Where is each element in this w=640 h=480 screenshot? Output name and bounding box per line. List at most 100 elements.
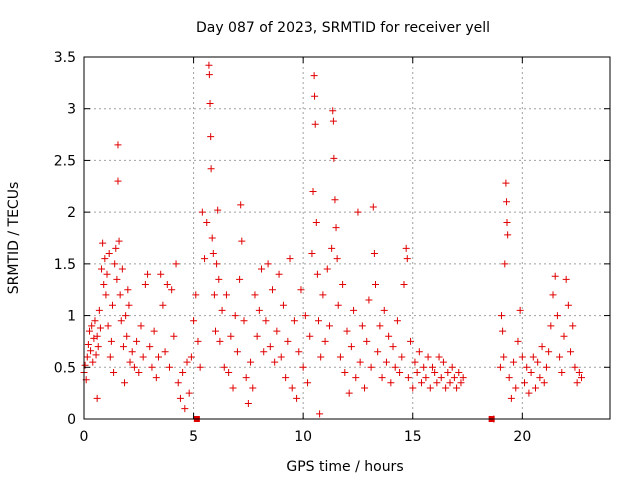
data-point (93, 394, 101, 402)
y-axis-label: SRMTID / TECUs (6, 182, 22, 295)
data-point (352, 374, 360, 382)
data-point (102, 291, 110, 299)
data-point (205, 71, 213, 79)
data-point (301, 312, 309, 320)
data-point (266, 343, 274, 351)
data-point (556, 353, 564, 361)
data-point (271, 358, 279, 366)
data-point (295, 348, 303, 356)
x-tick-label: 15 (404, 429, 422, 445)
data-point (374, 348, 382, 356)
y-tick-label: 2.5 (54, 153, 76, 169)
data-point (339, 281, 347, 289)
data-point (237, 201, 245, 209)
data-point (311, 120, 319, 128)
data-point (87, 347, 95, 355)
data-point (128, 348, 136, 356)
data-point (516, 306, 524, 314)
data-point (313, 270, 321, 278)
data-point (139, 353, 147, 361)
data-point (503, 198, 511, 206)
data-point (365, 296, 373, 304)
data-point (249, 384, 257, 392)
data-point (209, 250, 217, 258)
data-point (194, 337, 202, 345)
data-point (315, 317, 323, 325)
data-point (442, 384, 450, 392)
data-point (345, 389, 353, 397)
y-tick-label: 3.5 (54, 50, 76, 66)
data-point (422, 374, 430, 382)
data-point (319, 291, 327, 299)
data-point (330, 154, 338, 162)
data-point (110, 368, 118, 376)
data-point (121, 379, 129, 387)
data-point (347, 343, 355, 351)
data-point (157, 270, 165, 278)
plot-frame (83, 56, 611, 420)
data-point (370, 250, 378, 258)
data-point (501, 260, 509, 268)
data-point (426, 384, 434, 392)
data-point (311, 92, 319, 100)
data-point (424, 353, 432, 361)
data-point (124, 286, 132, 294)
data-point (93, 332, 101, 340)
data-point (148, 363, 156, 371)
data-point (523, 363, 531, 371)
data-point (216, 337, 224, 345)
y-tick-label: 2 (67, 205, 76, 221)
data-point (391, 363, 399, 371)
y-tick-label: 0 (67, 412, 76, 428)
data-point (213, 260, 221, 268)
data-point (103, 270, 111, 278)
data-point (225, 368, 233, 376)
data-point (531, 384, 539, 392)
data-point (387, 379, 395, 387)
data-point (293, 394, 301, 402)
data-point (385, 332, 393, 340)
data-point (187, 353, 195, 361)
data-point (119, 343, 127, 351)
data-point (264, 260, 272, 268)
data-point (207, 165, 215, 173)
data-point (215, 275, 223, 283)
data-point (244, 399, 252, 407)
data-point (367, 363, 375, 371)
data-point (540, 379, 548, 387)
data-point (380, 306, 388, 314)
data-point (174, 379, 182, 387)
data-point (172, 260, 180, 268)
data-point (331, 196, 339, 204)
data-point (240, 317, 248, 325)
data-point (163, 281, 171, 289)
data-point (376, 322, 384, 330)
data-point (446, 379, 454, 387)
data-point (227, 332, 235, 340)
data-point (268, 286, 276, 294)
data-point (354, 208, 362, 216)
x-tick-label: 10 (294, 429, 312, 445)
data-point (358, 322, 366, 330)
data-point (181, 405, 189, 413)
data-point (155, 353, 163, 361)
data-point (329, 107, 337, 115)
data-point (105, 250, 113, 258)
data-point (84, 341, 92, 349)
data-point (402, 244, 410, 252)
data-point (536, 374, 544, 382)
data-point (299, 363, 307, 371)
data-point (108, 301, 116, 309)
data-point (304, 379, 312, 387)
data-point (88, 322, 96, 330)
data-point (208, 234, 216, 242)
data-point (575, 368, 583, 376)
data-point (564, 301, 572, 309)
data-point (499, 327, 507, 335)
data-point (496, 363, 504, 371)
data-point (459, 374, 467, 382)
data-point (363, 337, 371, 345)
data-point (389, 343, 397, 351)
data-point (218, 306, 226, 314)
data-point (306, 332, 314, 340)
